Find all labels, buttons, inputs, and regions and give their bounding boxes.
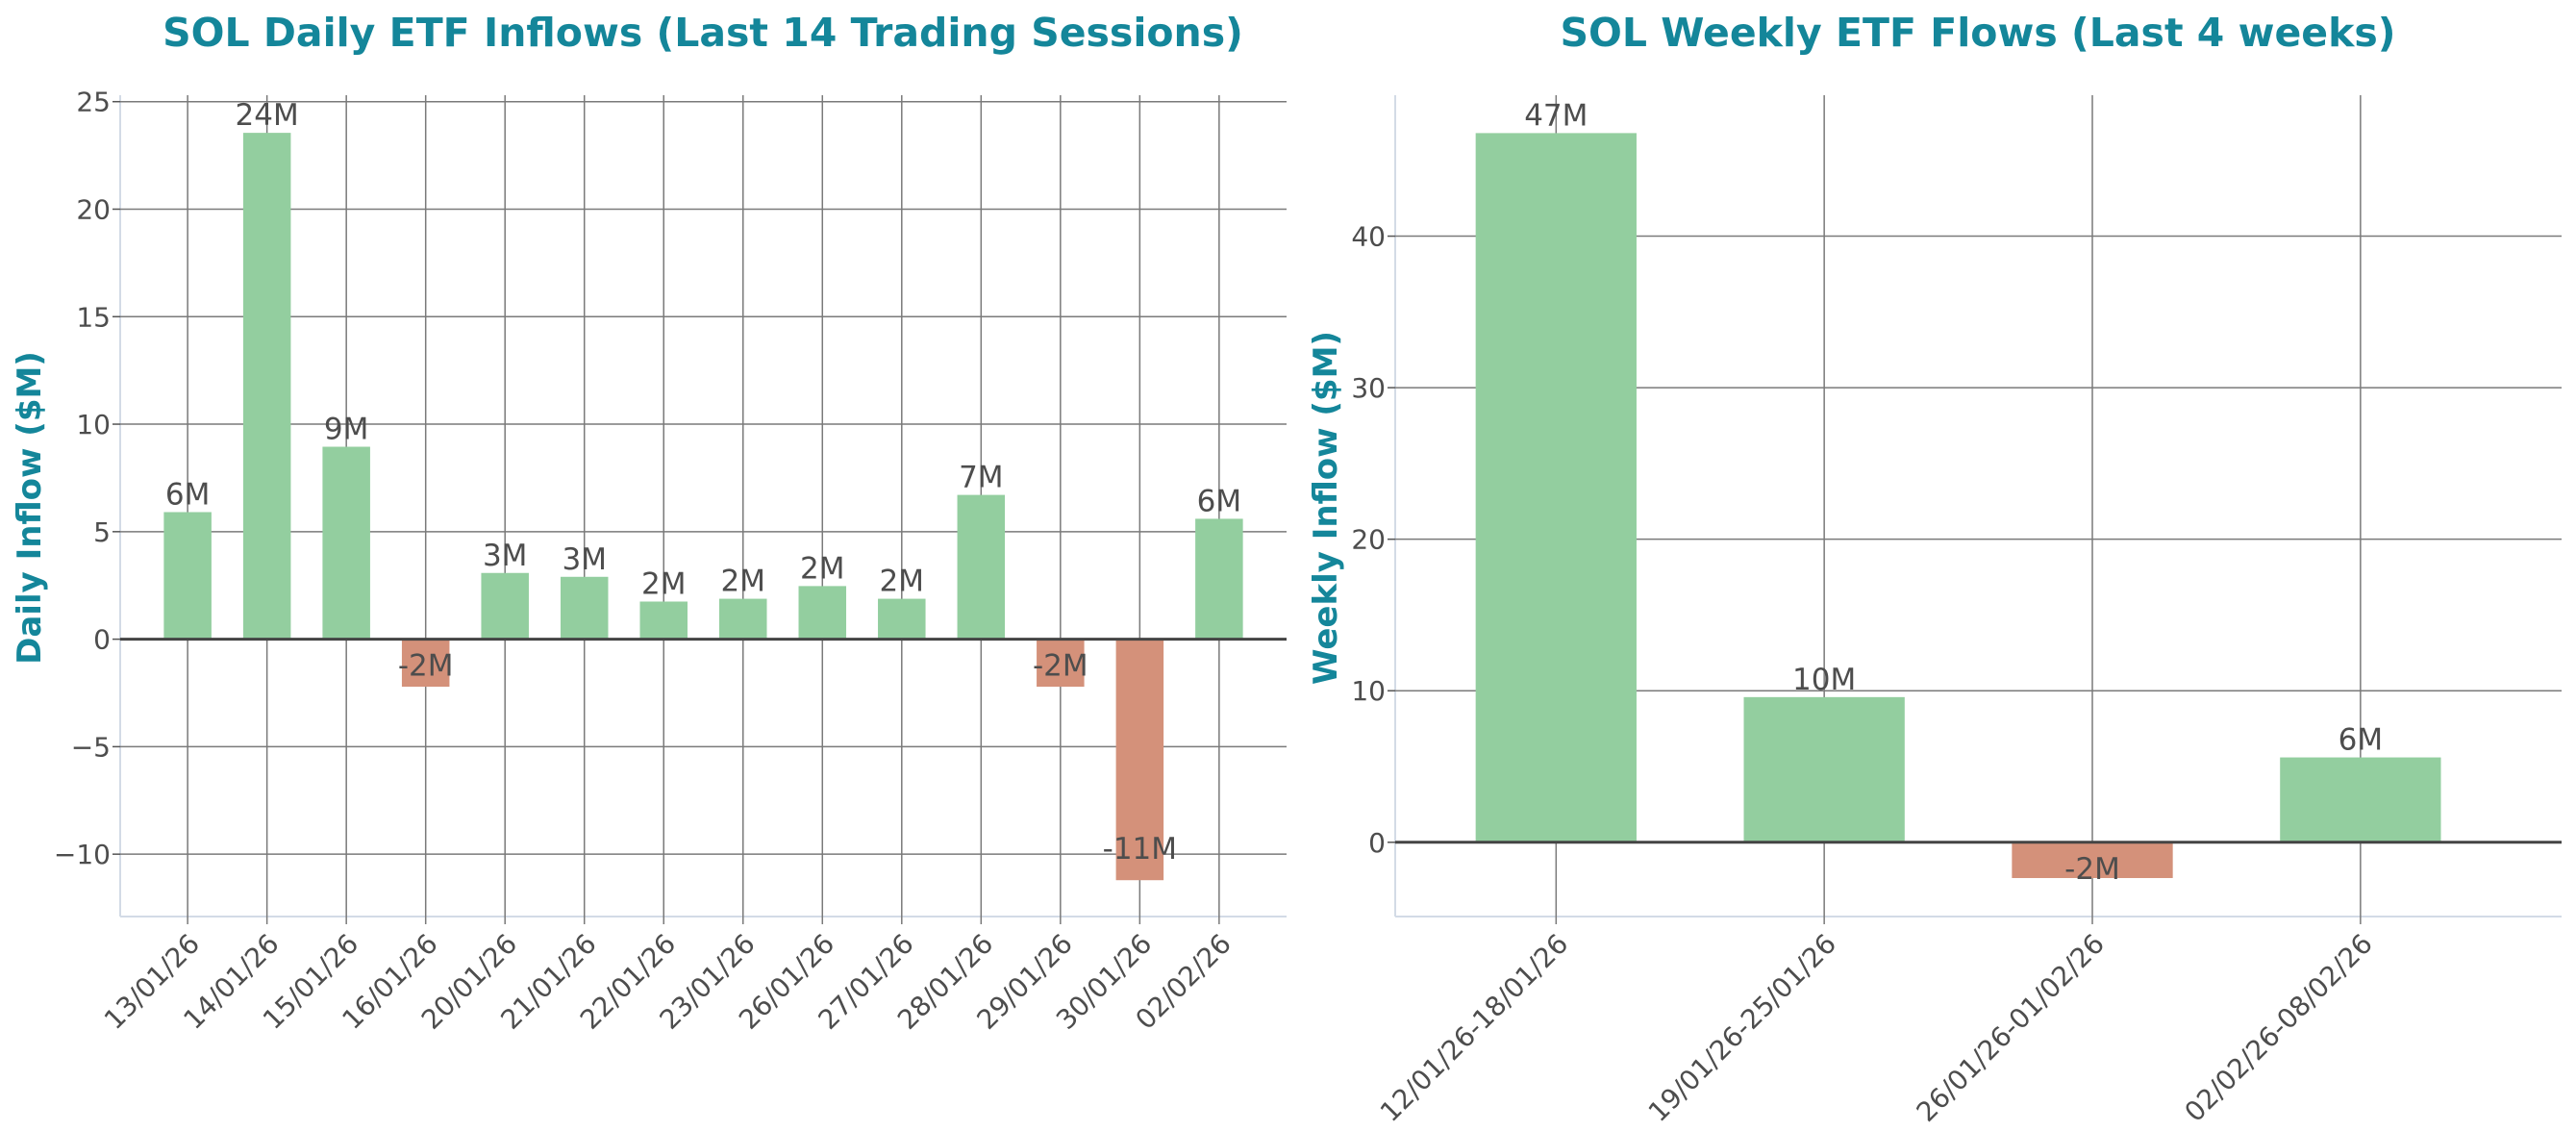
weekly-x-tick-label: 12/01/26-18/01/26 (1374, 928, 1574, 1128)
weekly-y-tick-label: 20 (1351, 524, 1386, 556)
daily-bar (560, 576, 609, 640)
daily-data-label: -2M (398, 649, 454, 684)
daily-y-tick-label: 20 (76, 193, 111, 225)
daily-data-label: -2M (1033, 649, 1088, 684)
weekly-x-tick-label: 02/02/26-08/02/26 (2178, 928, 2378, 1128)
daily-data-label: 3M (562, 542, 606, 577)
weekly-chart: 0 10 20 30 40 12/01/26-18/01/26 19/01/26-25/01… (1351, 95, 2562, 1128)
daily-chart: −10−5051015202513/01/2614/01/2615/01/261… (54, 87, 1287, 1036)
daily-bar (163, 512, 212, 640)
daily-bar (1037, 639, 1085, 688)
weekly-chart-title: SOL Weekly ETF Flows (Last 4 weeks) (1560, 10, 2395, 56)
daily-bar (1195, 518, 1243, 640)
weekly-y-tick-label: 40 (1351, 221, 1386, 253)
weekly-data-label: 47M (1524, 98, 1588, 133)
daily-bar (957, 494, 1006, 640)
daily-y-tick-label: 5 (93, 516, 111, 548)
daily-y-tick-label: 15 (76, 301, 111, 333)
daily-bar (719, 598, 767, 640)
daily-data-label: 2M (721, 565, 765, 599)
weekly-x-tick-label: 26/01/26-01/02/26 (1911, 928, 2111, 1128)
weekly-data-label: -2M (2064, 852, 2120, 887)
weekly-y-tick-label: 0 (1368, 827, 1386, 859)
daily-y-tick-label: −5 (71, 731, 111, 763)
daily-bar (322, 446, 370, 640)
weekly-y-tick-label: 10 (1351, 675, 1386, 707)
weekly-bar (2012, 842, 2173, 878)
daily-data-label: -11M (1103, 832, 1177, 867)
weekly-data-label: 10M (1792, 663, 1856, 697)
daily-data-label: 2M (641, 566, 686, 601)
daily-data-label: 6M (1197, 484, 1241, 518)
daily-y-tick-label: −10 (54, 839, 111, 870)
weekly-y-axis-label: Weekly Inflow ($M) (1307, 331, 1345, 685)
daily-y-tick-label: 0 (93, 624, 111, 656)
weekly-x-tick-label: 19/01/26-25/01/26 (1642, 928, 1842, 1128)
daily-bar (481, 572, 529, 640)
daily-bar (639, 601, 688, 640)
weekly-data-label: 6M (2338, 723, 2383, 758)
weekly-bar (1743, 696, 1905, 842)
daily-data-label: 7M (959, 461, 1003, 495)
daily-y-tick-label: 25 (76, 87, 111, 118)
daily-data-label: 9M (324, 413, 368, 447)
weekly-y-tick-label: 30 (1351, 372, 1386, 404)
daily-y-tick-label: 10 (76, 409, 111, 440)
daily-data-label: 3M (483, 539, 527, 573)
daily-bar (798, 586, 847, 640)
daily-bar (1115, 639, 1164, 881)
daily-y-axis-label: Daily Inflow ($M) (11, 351, 49, 665)
daily-bar (878, 598, 926, 640)
weekly-bar (2280, 757, 2441, 842)
daily-chart-title: SOL Daily ETF Inflows (Last 14 Trading S… (163, 10, 1243, 56)
daily-data-label: 2M (800, 551, 844, 586)
daily-data-label: 2M (880, 565, 924, 599)
daily-data-label: 6M (165, 477, 210, 512)
daily-data-label: 24M (236, 98, 299, 133)
weekly-bar (1475, 133, 1637, 842)
daily-bar (401, 639, 450, 688)
daily-bar (242, 133, 291, 640)
